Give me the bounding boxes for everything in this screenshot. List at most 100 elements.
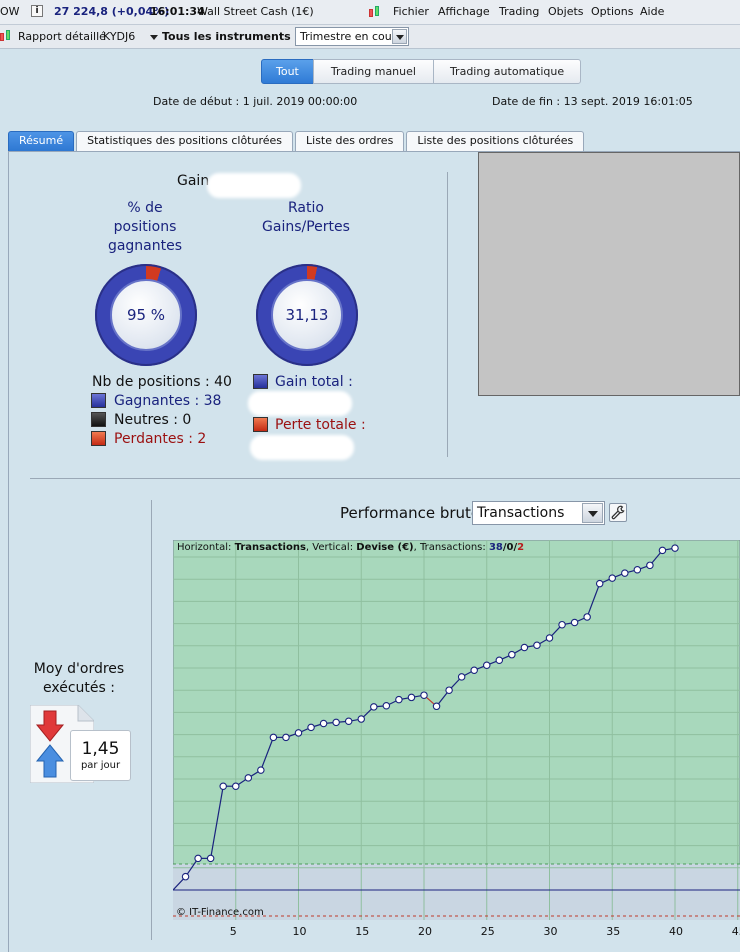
nb-positions: Nb de positions : 40 <box>92 374 232 390</box>
neutral-swatch <box>91 412 106 427</box>
avg-orders-line: exécutés : <box>43 680 115 696</box>
x-tick-label: 5 <box>229 925 237 938</box>
ratio-label: Ratio Gains/Pertes <box>253 199 359 237</box>
end-date: Date de fin : 13 sept. 2019 16:01:05 <box>492 95 693 108</box>
trading-filter-segment: Tout Trading manuel Trading automatique <box>261 59 582 84</box>
orders-per-day-box: 1,45 par jour <box>70 730 131 781</box>
x-tick-label: 15 <box>355 925 370 938</box>
gain-total-label: Gain total : <box>275 374 353 390</box>
filter-all-button[interactable]: Tout <box>261 59 314 84</box>
pct-value: 95 % <box>110 279 182 351</box>
data-point <box>420 691 428 699</box>
data-point <box>595 579 604 588</box>
ratio-label-line: Gains/Pertes <box>262 219 350 235</box>
instruments-filter[interactable]: Tous les instruments <box>162 30 291 43</box>
ratio-value: 31,13 <box>271 279 343 351</box>
winning-count: Gagnantes : 38 <box>114 393 222 409</box>
data-point <box>357 715 366 723</box>
data-point <box>307 723 315 732</box>
info-sep: / <box>513 542 518 553</box>
info-neutral-count: 0 <box>506 542 514 553</box>
info-vertical: Devise (€) <box>356 542 414 553</box>
period-select-value: Trimestre en cours <box>300 30 402 43</box>
orders-per-day-unit: par jour <box>80 760 121 771</box>
start-date: Date de début : 1 juil. 2019 00:00:00 <box>153 95 358 108</box>
top-status-bar: OW i 27 224,8 (+0,04%) 16:01:34 Wall Str… <box>0 0 740 25</box>
perte-totale-label: Perte totale : <box>275 417 366 433</box>
data-point <box>583 613 591 621</box>
pct-label-line: % de <box>127 200 163 216</box>
chart-mode-value: Transactions <box>477 505 565 521</box>
x-tick-label: 45 <box>731 925 740 938</box>
filter-manual-button[interactable]: Trading manuel <box>312 59 434 84</box>
x-axis-labels: 5 10 15 20 25 30 35 40 45 <box>173 920 740 952</box>
chart-mode-select[interactable]: Transactions <box>472 501 605 525</box>
detailed-report-button[interactable]: Rapport détaillé <box>18 30 106 43</box>
menu-options[interactable]: Options <box>591 5 634 18</box>
menu-trading[interactable]: Trading <box>499 5 540 18</box>
menu-fichier[interactable]: Fichier <box>393 5 429 18</box>
avg-orders-line: Moy d'ordres <box>33 661 125 677</box>
data-point <box>445 686 453 694</box>
info-text: Horizontal: <box>177 542 235 553</box>
dropdown-arrow-icon[interactable] <box>582 503 603 523</box>
tab-closed-stats[interactable]: Statistiques des positions clôturées <box>76 131 294 151</box>
data-point <box>370 703 378 711</box>
x-tick-label: 20 <box>418 925 432 938</box>
data-point <box>269 733 278 742</box>
period-select[interactable]: Trimestre en cours <box>295 27 409 46</box>
filter-auto-button[interactable]: Trading automatique <box>432 59 582 84</box>
price-quote: 27 224,8 (+0,04%) <box>54 5 170 18</box>
data-point <box>206 854 215 863</box>
chart-info: Horizontal: Transactions, Vertical: Devi… <box>177 542 524 553</box>
series-segment <box>260 737 274 771</box>
data-point <box>194 854 202 863</box>
data-point <box>282 733 290 742</box>
losing-count: Perdantes : 2 <box>114 431 207 447</box>
info-sep: / <box>502 542 507 553</box>
dropdown-arrow-icon[interactable] <box>392 29 407 44</box>
series-segment <box>210 786 224 859</box>
data-point <box>671 544 679 552</box>
data-point <box>658 546 667 555</box>
x-tick-label: 30 <box>543 925 558 938</box>
info-win-count: 38 <box>488 542 503 553</box>
redacted-value <box>248 391 352 416</box>
gain-label: Gain <box>177 173 210 189</box>
tab-closed-positions[interactable]: Liste des positions clôturées <box>406 131 585 151</box>
ratio-ring: 31,13 <box>256 264 358 366</box>
tab-orders[interactable]: Liste des ordres <box>295 131 405 151</box>
tab-resume[interactable]: Résumé <box>8 131 75 151</box>
data-point <box>520 643 529 652</box>
pct-label-line: positions <box>113 219 177 235</box>
tab-bar: Résumé Statistiques des positions clôtur… <box>8 131 586 151</box>
redacted-value <box>250 435 354 460</box>
menu-aide[interactable]: Aide <box>640 5 665 18</box>
data-point <box>407 693 416 702</box>
data-point <box>294 729 303 737</box>
wrench-icon[interactable] <box>609 503 627 522</box>
data-point <box>432 702 441 711</box>
chevron-down-icon[interactable] <box>150 35 158 40</box>
menu-objets[interactable]: Objets <box>548 5 584 18</box>
watermark: © IT-Finance.com <box>176 907 264 918</box>
x-tick-label: 35 <box>606 925 621 938</box>
menu-affichage[interactable]: Affichage <box>438 5 490 18</box>
data-point <box>257 766 265 774</box>
performance-chart <box>173 540 740 920</box>
data-point <box>545 634 554 642</box>
info-text: , Transactions: <box>413 542 489 553</box>
redacted-value <box>207 173 301 198</box>
info-icon[interactable]: i <box>31 5 43 17</box>
data-point <box>633 566 642 574</box>
info-loss-count: 2 <box>517 542 525 553</box>
perte-totale-swatch <box>253 417 268 432</box>
data-point <box>382 701 391 710</box>
preview-area <box>478 152 740 396</box>
gain-total-swatch <box>253 374 268 389</box>
data-point <box>332 718 340 727</box>
ratio-label-line: Ratio <box>288 200 324 216</box>
pct-label-line: gagnantes <box>107 238 183 254</box>
divider <box>447 172 448 457</box>
divider <box>30 478 740 479</box>
